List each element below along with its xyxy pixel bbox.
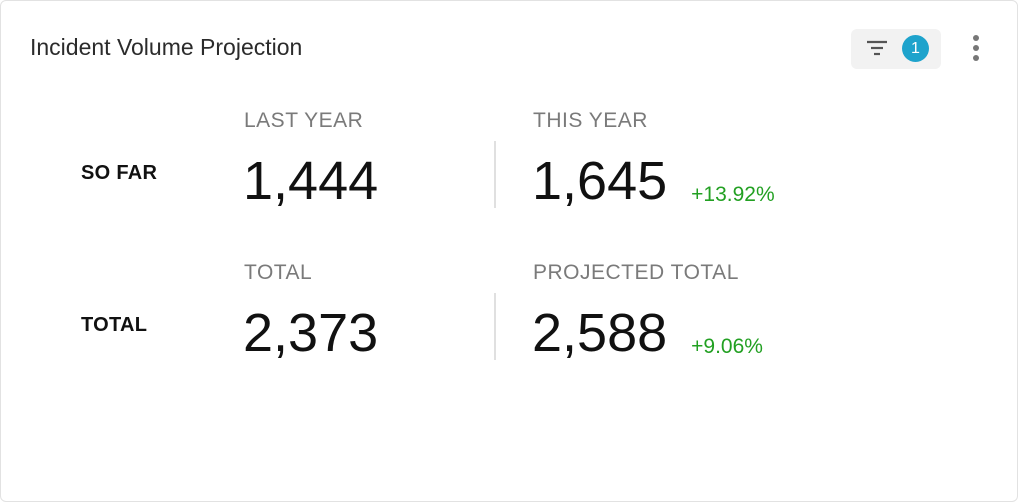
column-header: TOTAL: [244, 261, 313, 284]
row-label: SO FAR: [81, 162, 158, 184]
column-header: PROJECTED TOTAL: [533, 261, 739, 284]
filter-icon: [867, 40, 887, 56]
row-label: TOTAL: [81, 314, 148, 336]
filter-button[interactable]: 1: [851, 29, 941, 69]
more-menu[interactable]: [966, 32, 986, 66]
filter-count-badge: 1: [902, 35, 929, 62]
column-divider: [494, 141, 496, 208]
column-divider: [494, 293, 496, 360]
metric-value: 1,645: [532, 151, 668, 211]
metric-value: 2,373: [243, 303, 379, 363]
metric-value: 2,588: [532, 303, 668, 363]
widget-title: Incident Volume Projection: [30, 34, 303, 60]
change-percent: +9.06%: [691, 335, 763, 358]
metric-value: 1,444: [243, 151, 379, 211]
column-header: LAST YEAR: [244, 109, 364, 132]
column-header: THIS YEAR: [533, 109, 648, 132]
change-percent: +13.92%: [691, 183, 775, 206]
